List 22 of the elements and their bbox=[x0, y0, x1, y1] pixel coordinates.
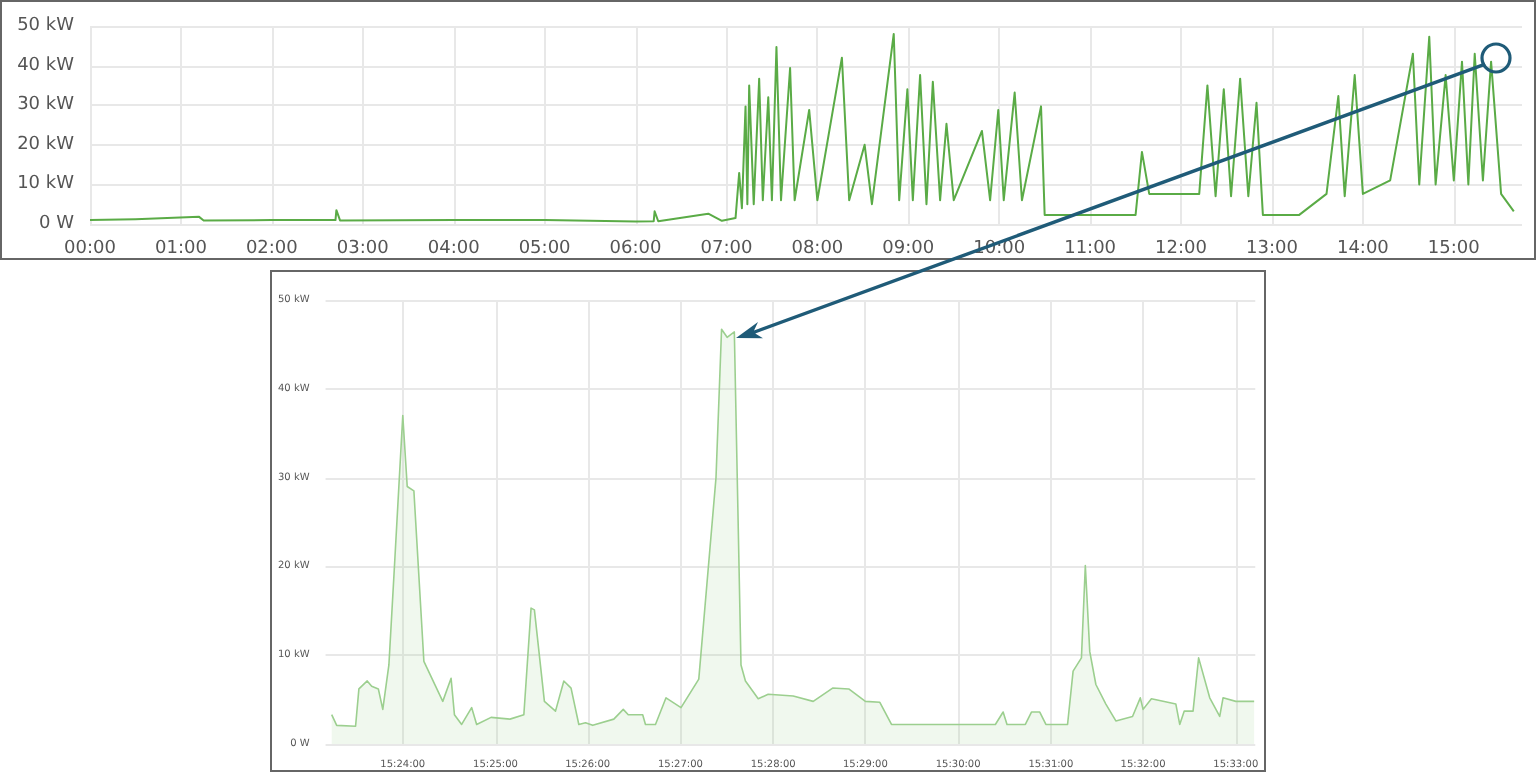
y-tick-label: 50 kW bbox=[17, 16, 75, 36]
x-tick-label: 15:00 bbox=[1427, 239, 1481, 259]
x-tick-label: 09:00 bbox=[882, 239, 935, 259]
x-tick-label: 00:00 bbox=[64, 239, 117, 259]
x-tick-label: 14:00 bbox=[1336, 239, 1390, 259]
x-tick-label: 07:00 bbox=[700, 239, 753, 259]
x-tick-label: 03:00 bbox=[336, 239, 390, 259]
x-tick-label: 13:00 bbox=[1246, 239, 1299, 259]
x-tick-label: 12:00 bbox=[1155, 239, 1208, 259]
x-tick-label: 04:00 bbox=[427, 239, 481, 259]
y-tick-label: 40 kW bbox=[17, 55, 75, 76]
y-tick-label: 10 kW bbox=[17, 174, 75, 195]
x-tick-label: 11:00 bbox=[1064, 239, 1117, 259]
y-tick-label: 0 W bbox=[39, 214, 75, 234]
line-series bbox=[89, 32, 1515, 223]
x-tick-label: 01:00 bbox=[154, 239, 208, 259]
x-tick-label: 02:00 bbox=[245, 239, 299, 259]
x-tick-label: 08:00 bbox=[791, 239, 844, 259]
x-tick-label: 05:00 bbox=[518, 239, 572, 259]
y-tick-label: 30 kW bbox=[17, 95, 75, 116]
x-tick-label: 06:00 bbox=[609, 239, 663, 259]
y-tick-label: 20 kW bbox=[17, 134, 75, 155]
